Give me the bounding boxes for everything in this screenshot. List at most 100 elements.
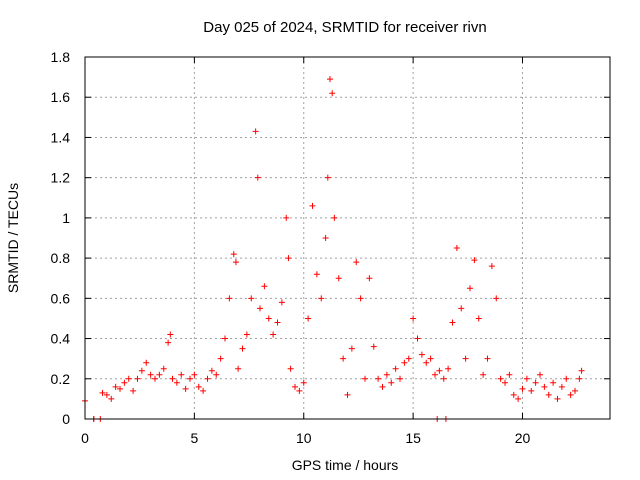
data-point (340, 355, 347, 362)
data-point (169, 375, 176, 382)
axis-ticks (84, 56, 610, 420)
data-point (248, 295, 255, 302)
data-point (550, 379, 557, 386)
y-tick-label: 0.4 (51, 331, 71, 347)
data-point (305, 315, 312, 322)
x-tick-label: 20 (515, 430, 531, 446)
y-tick-label: 0.8 (51, 250, 71, 266)
data-point (167, 331, 174, 338)
data-point (423, 359, 430, 366)
data-point (427, 355, 434, 362)
data-point (278, 299, 285, 306)
data-point (200, 387, 207, 394)
data-point (99, 389, 106, 396)
data-point (563, 375, 570, 382)
data-point (103, 391, 110, 398)
data-point (208, 367, 215, 374)
data-point (327, 76, 333, 83)
y-axis-label: SRMTID / TECUs (5, 183, 21, 293)
data-point (257, 305, 263, 312)
data-point (318, 295, 325, 302)
data-point (322, 235, 329, 241)
data-point (493, 295, 500, 302)
data-point (528, 387, 535, 394)
data-point (353, 259, 360, 266)
data-point (510, 391, 517, 398)
data-point (165, 339, 172, 346)
data-point (261, 283, 268, 290)
data-point (283, 214, 290, 221)
data-point (344, 391, 351, 398)
data-points (82, 76, 585, 422)
data-point (432, 371, 438, 378)
data-point (187, 375, 193, 382)
data-point (502, 379, 508, 386)
data-point (480, 371, 487, 378)
data-point (541, 383, 548, 390)
data-point (204, 375, 211, 382)
data-point (484, 355, 491, 362)
data-point (243, 331, 250, 338)
data-point (331, 214, 338, 221)
plot-frame (84, 56, 611, 420)
data-point (182, 385, 189, 392)
data-point (405, 355, 412, 362)
y-tick-label: 0.2 (51, 371, 71, 387)
data-point (226, 295, 233, 302)
data-point (147, 371, 154, 378)
data-point (392, 365, 399, 372)
x-axis-label: GPS time / hours (292, 457, 399, 473)
y-tick-label: 1.4 (51, 129, 71, 145)
data-point (366, 275, 373, 282)
data-point (576, 375, 583, 382)
data-point (274, 319, 281, 326)
data-point (138, 367, 145, 374)
data-point (156, 371, 163, 378)
data-point (108, 395, 115, 402)
x-tick-label: 5 (190, 430, 198, 446)
data-point (578, 367, 585, 374)
data-point (239, 345, 246, 352)
data-point (112, 383, 119, 390)
data-point (515, 395, 522, 402)
y-tick-label: 1.6 (51, 89, 71, 105)
x-tick-label: 10 (296, 430, 312, 446)
data-point (397, 375, 403, 382)
data-point (292, 383, 298, 390)
data-point (383, 371, 390, 378)
data-point (235, 365, 242, 372)
data-point (285, 255, 292, 262)
data-point (134, 375, 141, 382)
data-point (440, 375, 447, 382)
data-point (519, 385, 526, 392)
data-point (362, 375, 368, 382)
y-tick-label: 0.6 (51, 290, 71, 306)
data-point (265, 315, 272, 322)
data-point (467, 285, 473, 292)
data-point (558, 383, 565, 390)
data-point (488, 263, 495, 270)
data-point (160, 365, 167, 372)
data-point (554, 395, 561, 402)
chart-title: Day 025 of 2024, SRMTID for receiver riv… (203, 19, 486, 36)
data-point (195, 383, 202, 390)
data-point (191, 371, 198, 378)
data-point (401, 359, 408, 366)
y-tick-label: 1.2 (51, 170, 71, 186)
data-point (414, 335, 421, 342)
data-point (252, 128, 259, 135)
y-tick-labels: 0 0.2 0.4 0.6 0.8 1 1.2 1.4 1.6 1.8 (51, 49, 71, 427)
data-point (152, 375, 158, 382)
data-point (379, 383, 386, 390)
data-point (254, 174, 261, 181)
data-point (445, 365, 452, 372)
data-point (475, 315, 482, 322)
data-point (532, 379, 539, 386)
data-point (357, 295, 364, 302)
data-point (300, 379, 307, 386)
data-point (125, 375, 132, 382)
data-point (545, 391, 552, 398)
data-point (230, 251, 237, 258)
data-point (222, 335, 228, 342)
